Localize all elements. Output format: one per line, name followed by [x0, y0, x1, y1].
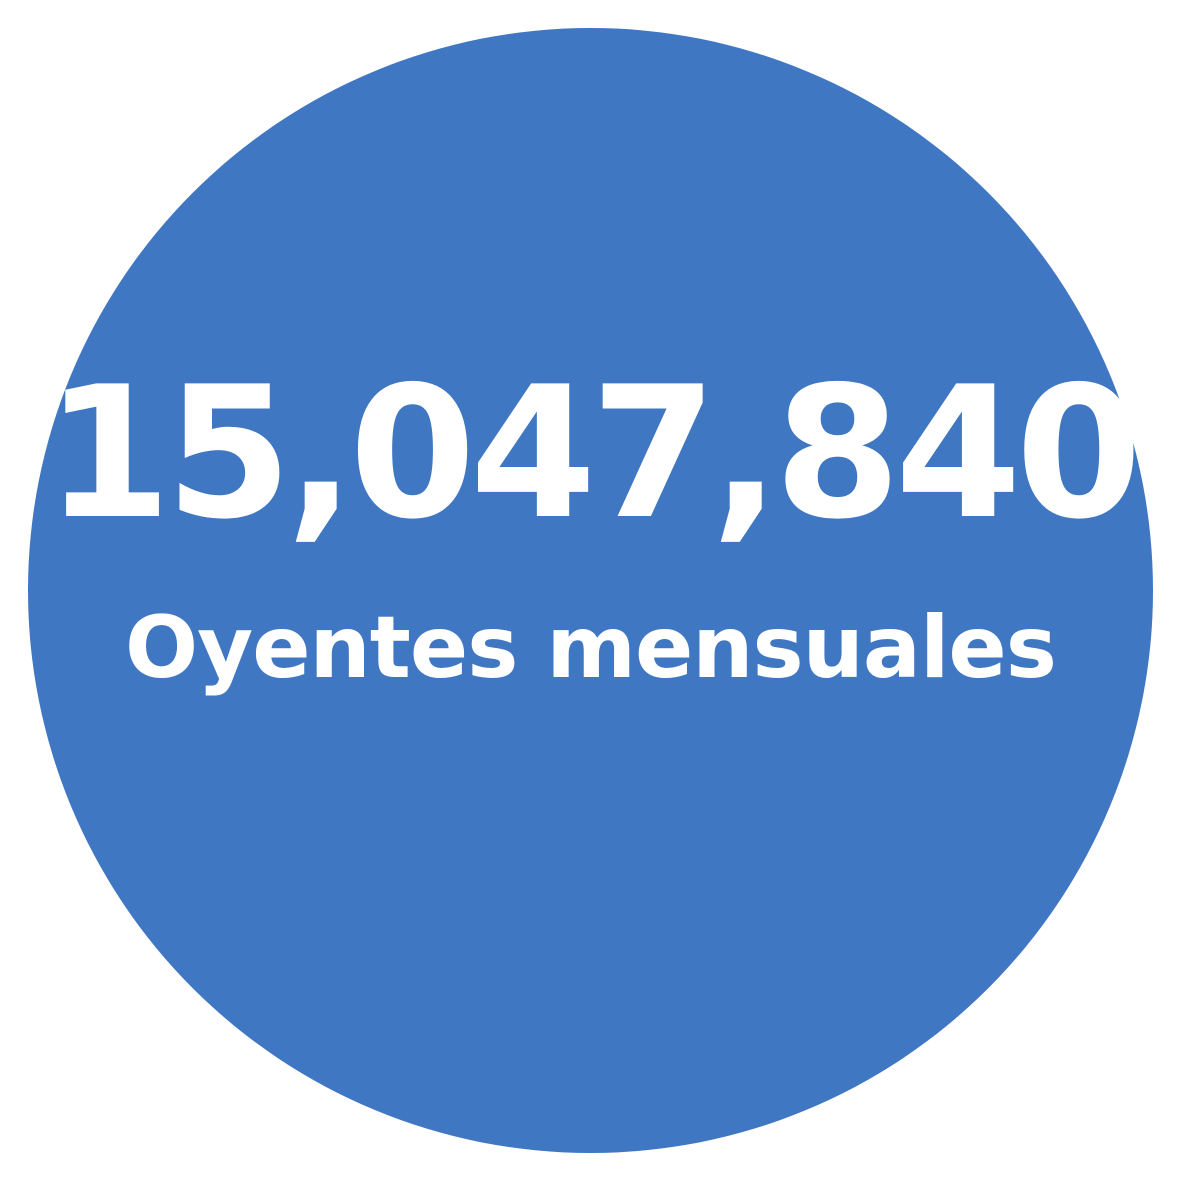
- listener-label: Oyentes mensuales: [125, 598, 1057, 698]
- listener-count: 15,047,840: [44, 347, 1142, 559]
- stat-circle: [28, 28, 1153, 1153]
